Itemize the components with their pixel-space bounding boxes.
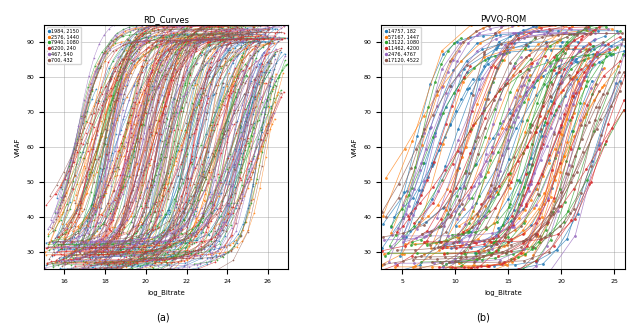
Legend: 1984, 2150, 2576, 1440, 7940, 1080, 6200, 240, 467, 540, 700, 432: 1984, 2150, 2576, 1440, 7940, 1080, 6200… — [47, 27, 81, 64]
Title: RD_Curves: RD_Curves — [143, 15, 189, 24]
Text: (b): (b) — [476, 313, 490, 323]
Y-axis label: VMAF: VMAF — [352, 137, 358, 156]
Text: (a): (a) — [156, 313, 170, 323]
Y-axis label: VMAF: VMAF — [15, 137, 21, 156]
X-axis label: log_Bitrate: log_Bitrate — [484, 289, 522, 296]
Legend: 14757, 182, 57167, 1447, 13122, 1080, 11462, 4200, 2476, 4767, 17120, 4522: 14757, 182, 57167, 1447, 13122, 1080, 11… — [383, 27, 421, 64]
Title: PVVQ-RQM: PVVQ-RQM — [480, 15, 526, 24]
X-axis label: log_Bitrate: log_Bitrate — [147, 289, 185, 296]
